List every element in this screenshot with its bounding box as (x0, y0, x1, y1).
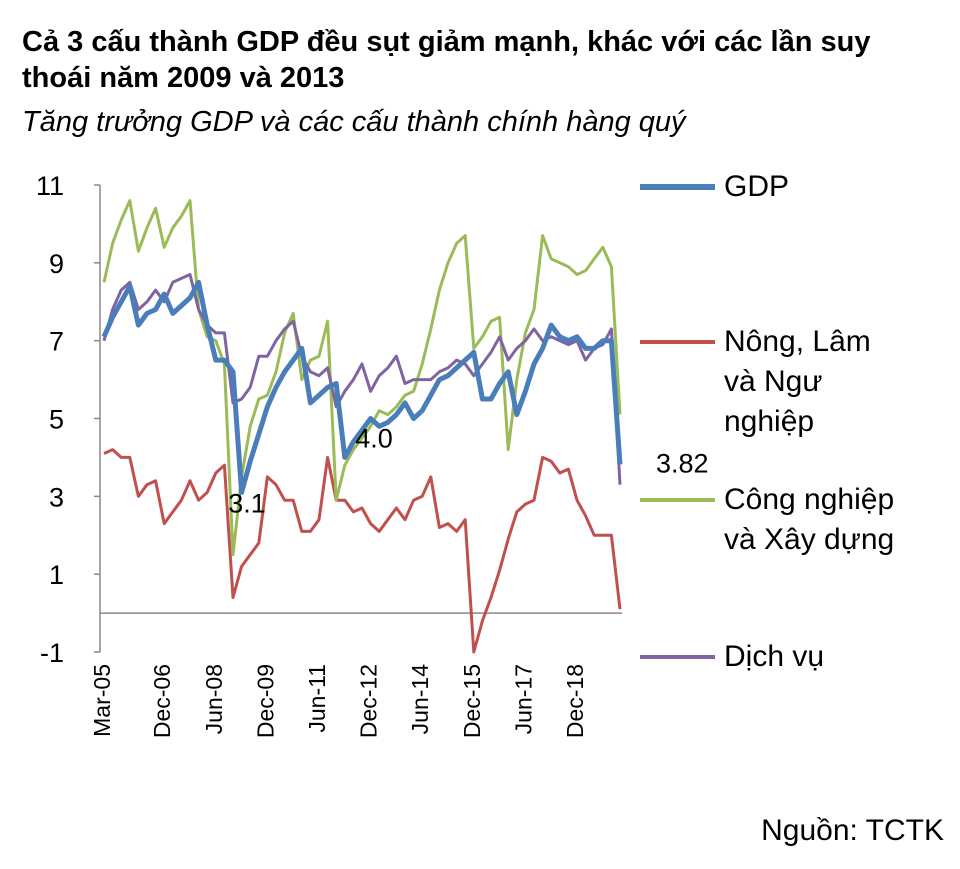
series-line (101, 279, 623, 495)
y-tick-label: 9 (49, 249, 64, 279)
x-tick-label: Dec-09 (252, 664, 278, 738)
x-tick-label: Dec-15 (459, 664, 485, 738)
x-tick-label: Jun-17 (510, 664, 536, 734)
legend-label: Nông, Lâm và Ngư nghiệp (724, 325, 871, 438)
series-line (102, 199, 622, 557)
x-tick-label: Jun-11 (304, 664, 330, 733)
x-tick-label: Mar-05 (89, 664, 115, 737)
y-tick-label: 3 (49, 482, 64, 512)
x-tick-label: Jun-14 (407, 664, 433, 735)
legend-label: Dịch vụ (724, 640, 825, 673)
series-line (103, 448, 622, 654)
y-tick-label: 7 (49, 327, 64, 357)
x-tick-label: Dec-18 (562, 664, 588, 738)
y-tick-label: 5 (49, 405, 64, 435)
series-line (102, 273, 622, 485)
y-tick-label: 1 (49, 560, 64, 590)
y-tick-label: -1 (40, 638, 64, 668)
annotation: 4.0 (355, 423, 393, 453)
chart-subtitle: Tăng trưởng GDP và các cấu thành chính h… (22, 106, 686, 138)
x-tick-label: Jun-08 (201, 664, 227, 734)
source: Nguồn: TCTK (761, 814, 944, 847)
x-tick-label: Dec-06 (149, 664, 175, 738)
annotation: 3.82 (656, 448, 709, 478)
y-tick-label: 11 (36, 171, 64, 201)
chart-title: Cả 3 cấu thành GDP đều sụt giảm mạnh, kh… (22, 26, 871, 94)
legend-label: GDP (724, 170, 790, 203)
annotation: 3.1 (228, 488, 266, 518)
x-tick-label: Dec-12 (356, 664, 382, 738)
legend-label: Công nghiệp và Xây dựng (724, 483, 895, 556)
